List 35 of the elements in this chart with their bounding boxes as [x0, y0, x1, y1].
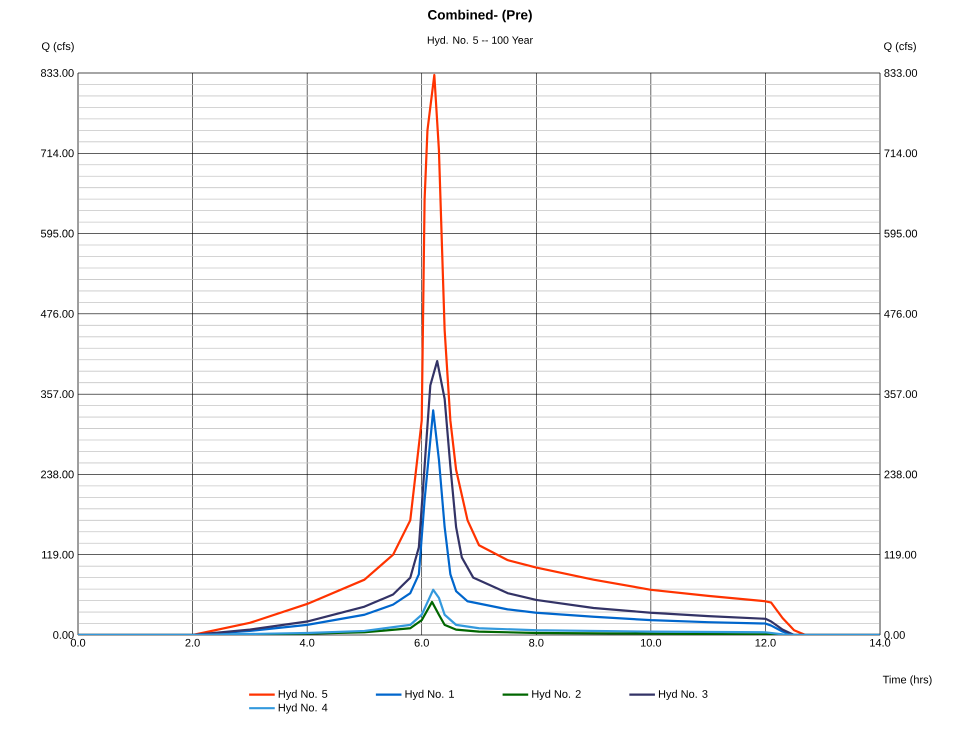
x-tick-label: 4.0 [300, 638, 314, 647]
x-tick-label: 6.0 [414, 638, 429, 647]
x-tick-label: 8.0 [529, 638, 544, 647]
legend-label: Hyd No. 1 [405, 690, 454, 700]
x-tick-label: 0.0 [70, 638, 86, 647]
chart-title: Combined- (Pre) [428, 10, 532, 22]
x-axis-title: Time (hrs) [882, 675, 932, 686]
y-tick-label: 833.00 [40, 69, 74, 77]
y-tick-label: 595.00 [40, 230, 74, 238]
y2-tick-label: 0.00 [884, 631, 905, 639]
line-series [78, 74, 880, 635]
y2-tick-label: 119.00 [884, 550, 916, 559]
chart-subtitle: Hyd. No. 5 -- 100 Year [428, 36, 533, 46]
y2-tick-label: 595.00 [884, 230, 918, 238]
y-axis-title: Q (cfs) [42, 42, 74, 52]
x-tick-label: 10.0 [640, 638, 662, 647]
y-tick-label: 357.00 [40, 390, 74, 398]
y-tick-label: 0.00 [53, 631, 74, 639]
y-tick-label: 119.00 [42, 550, 74, 559]
y2-tick-label: 238.00 [884, 470, 918, 478]
y2-tick-label: 833.00 [884, 69, 918, 77]
legend-label: Hyd No. 2 [532, 690, 581, 700]
y2-tick-label: 357.00 [884, 390, 918, 398]
y2-axis-title: Q (cfs) [884, 42, 916, 52]
legend-label: Hyd No. 4 [278, 703, 328, 714]
y-tick-label: 238.00 [41, 470, 74, 478]
y2-tick-label: 476.00 [884, 310, 918, 318]
x-tick-label: 14.0 [870, 638, 890, 647]
legend-label: Hyd No. 3 [658, 690, 708, 700]
x-tick-label: 12.0 [756, 638, 776, 647]
y-tick-label: 714.00 [41, 149, 74, 158]
y2-tick-label: 714.00 [884, 149, 918, 158]
y-tick-label: 476.00 [40, 310, 74, 318]
x-tick-label: 2.0 [185, 638, 200, 647]
legend-label: Hyd No. 5 [278, 690, 328, 700]
